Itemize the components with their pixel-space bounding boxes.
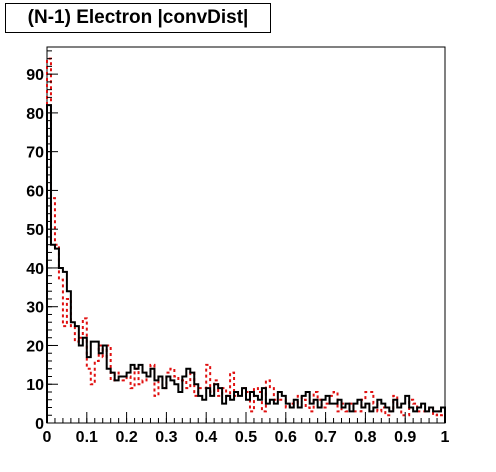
x-tick-label: 0.6 [275,429,297,446]
x-tick-label: 0 [43,429,52,446]
x-tick-label: 0.3 [155,429,177,446]
y-tick-label: 40 [26,261,44,278]
plot-frame [46,46,446,424]
y-tick-label: 30 [26,300,44,317]
x-tick-label: 0.4 [195,429,217,446]
y-tick-label: 80 [26,106,44,123]
y-tick-label: 20 [26,338,44,355]
axis-layer: 0 0.1 0.2 0.3 0.4 0.5 0.6 0.7 0.8 0.9 101020304050… [26,50,450,446]
y-tick-label: 50 [26,222,44,239]
x-tick-label: 0.7 [314,429,336,446]
x-tick-label: 0.1 [76,429,98,446]
x-tick-label: 0.5 [235,429,257,446]
x-tick-label: 0.9 [394,429,416,446]
y-tick-label: 90 [26,67,44,84]
series-solid-black [46,104,446,423]
y-tick-label: 0 [35,416,44,433]
chart-title: (N-1) Electron |convDist| [5,3,271,33]
y-tick-label: 60 [26,183,44,200]
x-tick-label: 1 [441,429,450,446]
series-layer [46,57,446,423]
y-tick-label: 70 [26,145,44,162]
x-tick-label: 0.2 [115,429,137,446]
x-tick-label: 0.8 [354,429,376,446]
y-tick-label: 10 [26,377,44,394]
